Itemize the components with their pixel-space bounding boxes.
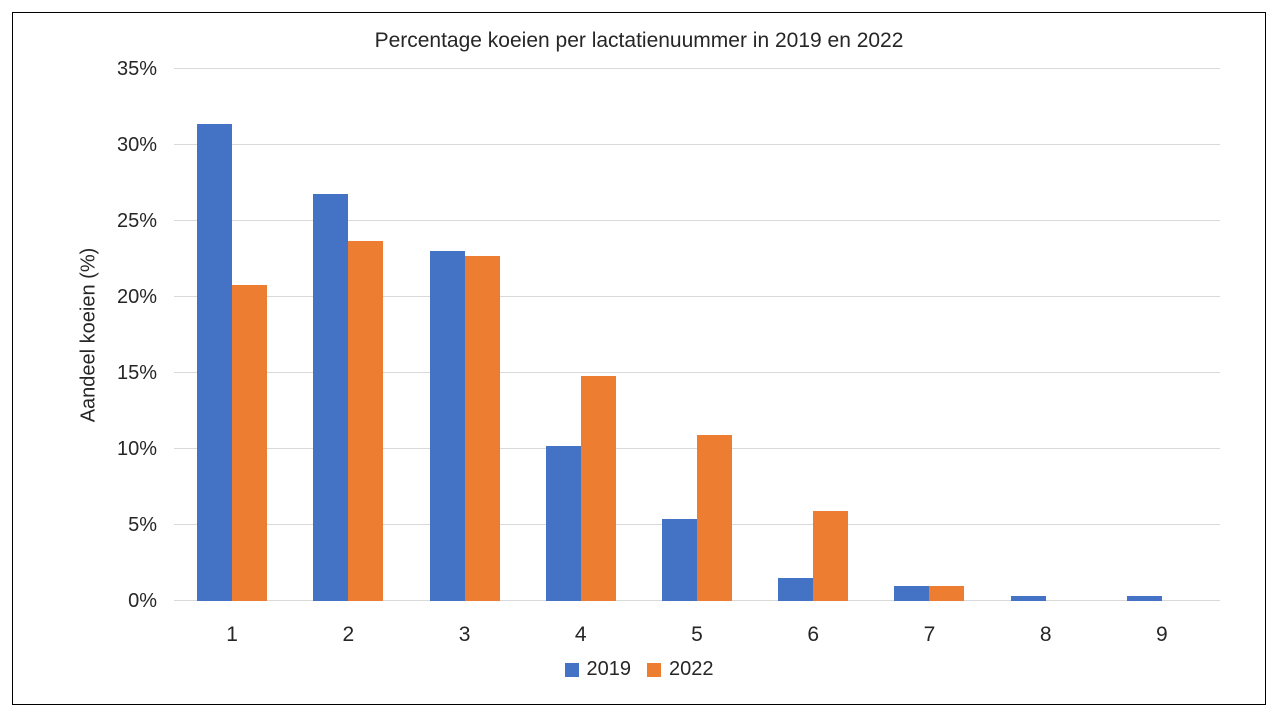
bar-2019-cat7 — [894, 585, 930, 601]
x-tick-label-6: 6 — [807, 623, 820, 646]
x-tick-label-4: 4 — [574, 623, 587, 646]
y-tick-label-35%: 35% — [116, 58, 157, 80]
gridline-15% — [174, 372, 1220, 373]
x-tick-label-3: 3 — [458, 623, 471, 646]
x-tick-label-1: 1 — [226, 623, 238, 646]
bar-2019-cat2 — [313, 193, 349, 601]
y-tick-label-0%: 0% — [128, 590, 157, 612]
bar-2022-cat2 — [348, 240, 384, 601]
x-tick-label-5: 5 — [691, 623, 703, 646]
legend-item-2019: 2019 — [564, 658, 632, 681]
bar-2019-cat5 — [662, 518, 697, 601]
bar-2019-cat3 — [429, 251, 465, 601]
x-tick-label-2: 2 — [342, 623, 355, 646]
legend-swatch-2022-icon — [647, 662, 661, 677]
y-tick-label-15%: 15% — [116, 362, 157, 384]
plot-area — [174, 68, 1220, 601]
bar-2022-cat5 — [697, 435, 732, 601]
y-tick-label-25%: 25% — [116, 210, 157, 232]
y-tick-label-30%: 30% — [116, 134, 157, 156]
y-tick-label-5%: 5% — [128, 514, 157, 536]
bar-2022-cat6 — [813, 511, 849, 601]
gridline-30% — [174, 144, 1220, 145]
y-tick-label-10%: 10% — [116, 438, 157, 460]
chart-title: Percentage koeien per lactatienuummer in… — [374, 29, 904, 52]
bar-2022-cat3 — [464, 255, 500, 601]
x-tick-label-9: 9 — [1156, 623, 1168, 646]
bar-2019-cat9 — [1126, 596, 1162, 601]
bar-2022-cat1 — [232, 284, 268, 601]
bar-2019-cat8 — [1010, 596, 1046, 601]
bar-2019-cat1 — [197, 123, 233, 601]
legend-label-2019: 2019 — [586, 658, 632, 680]
legend-label-2022: 2022 — [669, 658, 714, 680]
bar-2022-cat4 — [580, 376, 616, 601]
gridline-20% — [174, 296, 1220, 297]
gridline-35% — [174, 68, 1220, 69]
chart-legend: 2019 2022 — [13, 658, 1265, 681]
bar-2022-cat7 — [929, 585, 965, 601]
x-tick-label-8: 8 — [1039, 623, 1052, 646]
y-tick-label-20%: 20% — [116, 286, 157, 308]
legend-item-2022: 2022 — [647, 658, 714, 681]
bar-2019-cat4 — [545, 445, 581, 601]
gridline-25% — [174, 220, 1220, 221]
x-axis-tick-labels: 1 2 3 4 5 6 7 8 9 — [174, 623, 1220, 651]
chart-frame: Percentage koeien per lactatienuummer in… — [12, 12, 1266, 705]
legend-swatch-2019-icon — [564, 662, 579, 677]
x-tick-label-7: 7 — [923, 623, 936, 646]
bar-2019-cat6 — [778, 578, 814, 601]
y-axis-tick-labels: 0% 5% 10% 15% 20% 25% 30% 35% — [13, 58, 163, 612]
